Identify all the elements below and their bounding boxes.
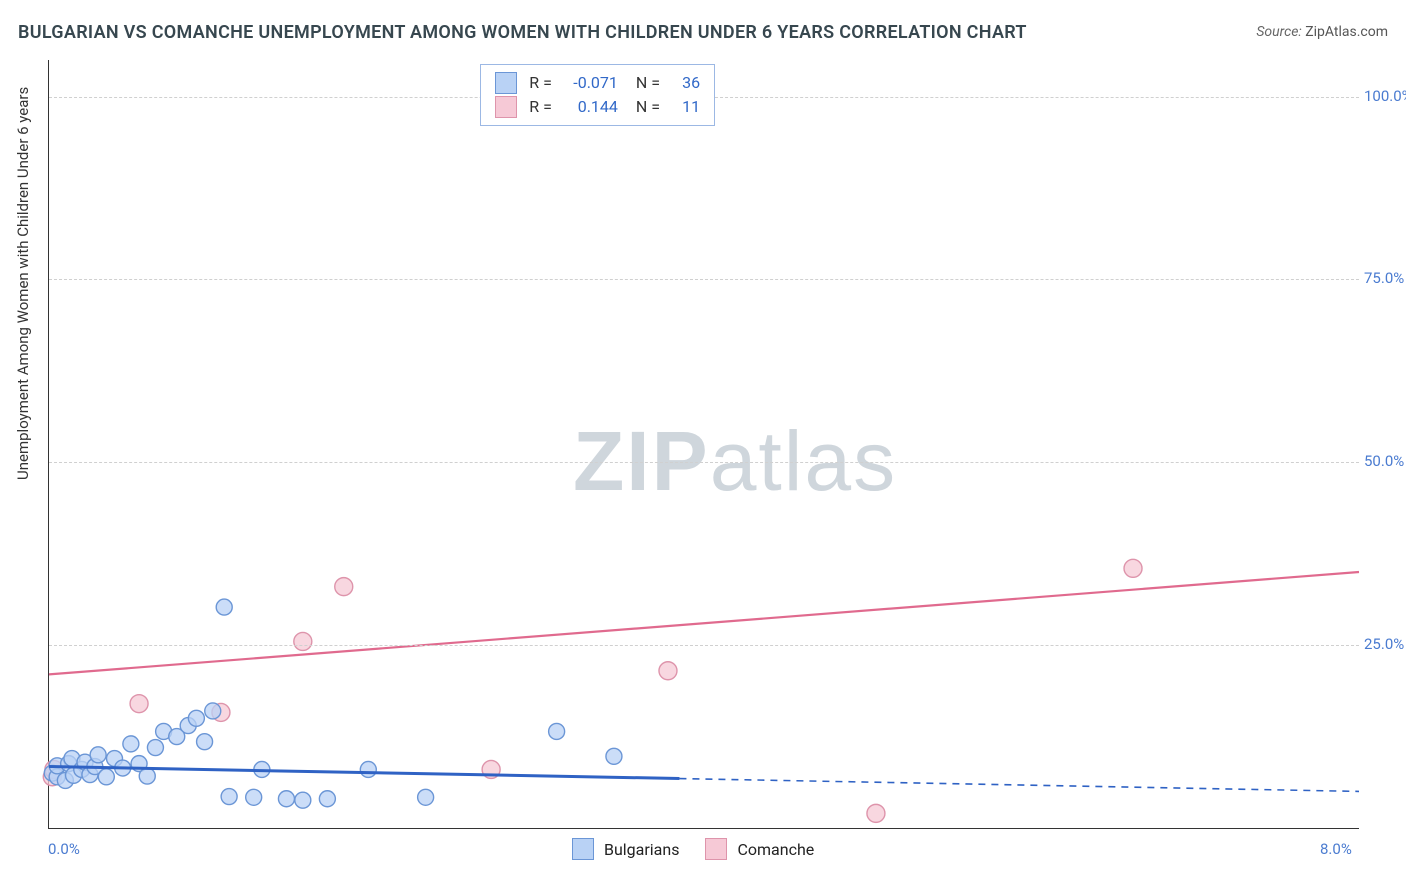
data-point bbox=[188, 710, 204, 726]
n-label: N = bbox=[636, 71, 660, 95]
chart-title: BULGARIAN VS COMANCHE UNEMPLOYMENT AMONG… bbox=[18, 22, 1027, 43]
legend-stats: R = -0.071 N = 36 R = 0.144 N = 11 bbox=[480, 64, 715, 126]
data-point bbox=[360, 761, 376, 777]
r-value: -0.071 bbox=[564, 71, 618, 95]
data-point bbox=[197, 734, 213, 750]
r-value: 0.144 bbox=[564, 95, 618, 119]
x-tick-label: 8.0% bbox=[1320, 840, 1352, 858]
y-tick-label: 50.0% bbox=[1364, 452, 1404, 470]
legend-stat-row: R = -0.071 N = 36 bbox=[495, 71, 700, 95]
data-point bbox=[90, 747, 106, 763]
legend-swatch-icon bbox=[705, 838, 727, 860]
data-point bbox=[205, 703, 221, 719]
data-point bbox=[867, 804, 885, 822]
data-point bbox=[139, 768, 155, 784]
y-tick-label: 100.0% bbox=[1364, 87, 1406, 105]
legend-swatch-icon bbox=[495, 96, 517, 118]
legend-series: Bulgarians Comanche bbox=[572, 838, 814, 860]
data-point bbox=[147, 740, 163, 756]
gridline bbox=[49, 645, 1359, 646]
legend-item[interactable]: Comanche bbox=[705, 838, 814, 860]
data-point bbox=[659, 662, 677, 680]
scatter-svg bbox=[49, 60, 1359, 828]
y-tick-label: 25.0% bbox=[1364, 635, 1404, 653]
chart-root: BULGARIAN VS COMANCHE UNEMPLOYMENT AMONG… bbox=[0, 0, 1406, 892]
data-point bbox=[246, 789, 262, 805]
data-point bbox=[130, 695, 148, 713]
data-point bbox=[1124, 559, 1142, 577]
data-point bbox=[418, 789, 434, 805]
legend-label: Bulgarians bbox=[604, 840, 679, 859]
source-link[interactable]: ZipAtlas.com bbox=[1305, 24, 1388, 40]
r-label: R = bbox=[529, 95, 552, 119]
trend-line-dashed bbox=[679, 779, 1359, 792]
data-point bbox=[221, 789, 237, 805]
data-point bbox=[319, 791, 335, 807]
legend-swatch-icon bbox=[572, 838, 594, 860]
legend-stat-row: R = 0.144 N = 11 bbox=[495, 95, 700, 119]
data-point bbox=[123, 736, 139, 752]
legend-label: Comanche bbox=[737, 840, 814, 859]
gridline bbox=[49, 279, 1359, 280]
source: Source: ZipAtlas.com bbox=[1256, 24, 1388, 40]
n-value: 36 bbox=[672, 71, 700, 95]
source-label: Source: bbox=[1256, 24, 1305, 40]
data-point bbox=[98, 769, 114, 785]
legend-swatch-icon bbox=[495, 72, 517, 94]
data-point bbox=[295, 792, 311, 808]
y-tick-label: 75.0% bbox=[1364, 269, 1404, 287]
legend-item[interactable]: Bulgarians bbox=[572, 838, 679, 860]
plot-area: ZIPatlas bbox=[48, 60, 1359, 829]
gridline bbox=[49, 462, 1359, 463]
data-point bbox=[278, 791, 294, 807]
x-tick-label: 0.0% bbox=[48, 840, 80, 858]
data-point bbox=[216, 599, 232, 615]
n-label: N = bbox=[636, 95, 660, 119]
trend-line bbox=[49, 572, 1359, 674]
r-label: R = bbox=[529, 71, 552, 95]
data-point bbox=[294, 632, 312, 650]
y-axis-title: Unemployment Among Women with Children U… bbox=[14, 87, 32, 480]
n-value: 11 bbox=[672, 95, 700, 119]
data-point bbox=[335, 578, 353, 596]
data-point bbox=[549, 723, 565, 739]
data-point bbox=[606, 748, 622, 764]
